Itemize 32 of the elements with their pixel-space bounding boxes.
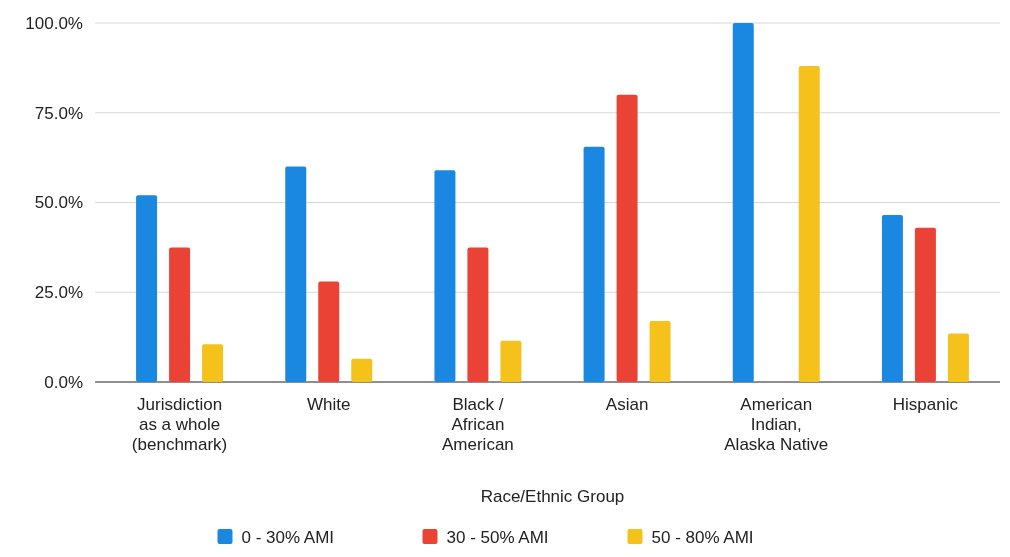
bar bbox=[616, 94, 638, 382]
x-tick-label: Black / African American bbox=[442, 395, 514, 454]
y-tick-label: 50.0% bbox=[34, 193, 83, 213]
x-tick-label: Jurisdiction as a whole (benchmark) bbox=[131, 395, 228, 454]
bar bbox=[914, 227, 936, 382]
bar bbox=[136, 195, 158, 382]
bar bbox=[947, 333, 969, 382]
bar bbox=[285, 166, 307, 382]
x-axis-title: Race/Ethnic Group bbox=[480, 487, 625, 506]
bar bbox=[434, 170, 456, 382]
bar bbox=[583, 146, 605, 382]
legend-label: 30 - 50% AMI bbox=[446, 527, 549, 547]
bar bbox=[318, 281, 340, 382]
x-tick-label: Asian bbox=[605, 395, 649, 414]
x-tick-label: Hispanic bbox=[892, 395, 959, 414]
bar bbox=[798, 66, 820, 382]
y-tick-label: 0.0% bbox=[44, 372, 83, 392]
y-tick-label: 25.0% bbox=[34, 283, 83, 303]
bar bbox=[500, 340, 522, 382]
y-tick-label: 100.0% bbox=[25, 13, 83, 33]
bar bbox=[202, 344, 224, 382]
bar bbox=[169, 247, 191, 382]
bar bbox=[351, 358, 373, 382]
x-tick-label: White bbox=[307, 395, 351, 414]
y-tick-label: 75.0% bbox=[34, 103, 83, 123]
legend-label: 0 - 30% AMI bbox=[241, 527, 335, 547]
bar bbox=[881, 215, 903, 382]
bar bbox=[467, 247, 489, 382]
bar bbox=[732, 23, 754, 382]
legend-label: 50 - 80% AMI bbox=[651, 527, 754, 547]
bar bbox=[649, 320, 671, 382]
x-tick-label: American Indian, Alaska Native bbox=[724, 395, 829, 454]
